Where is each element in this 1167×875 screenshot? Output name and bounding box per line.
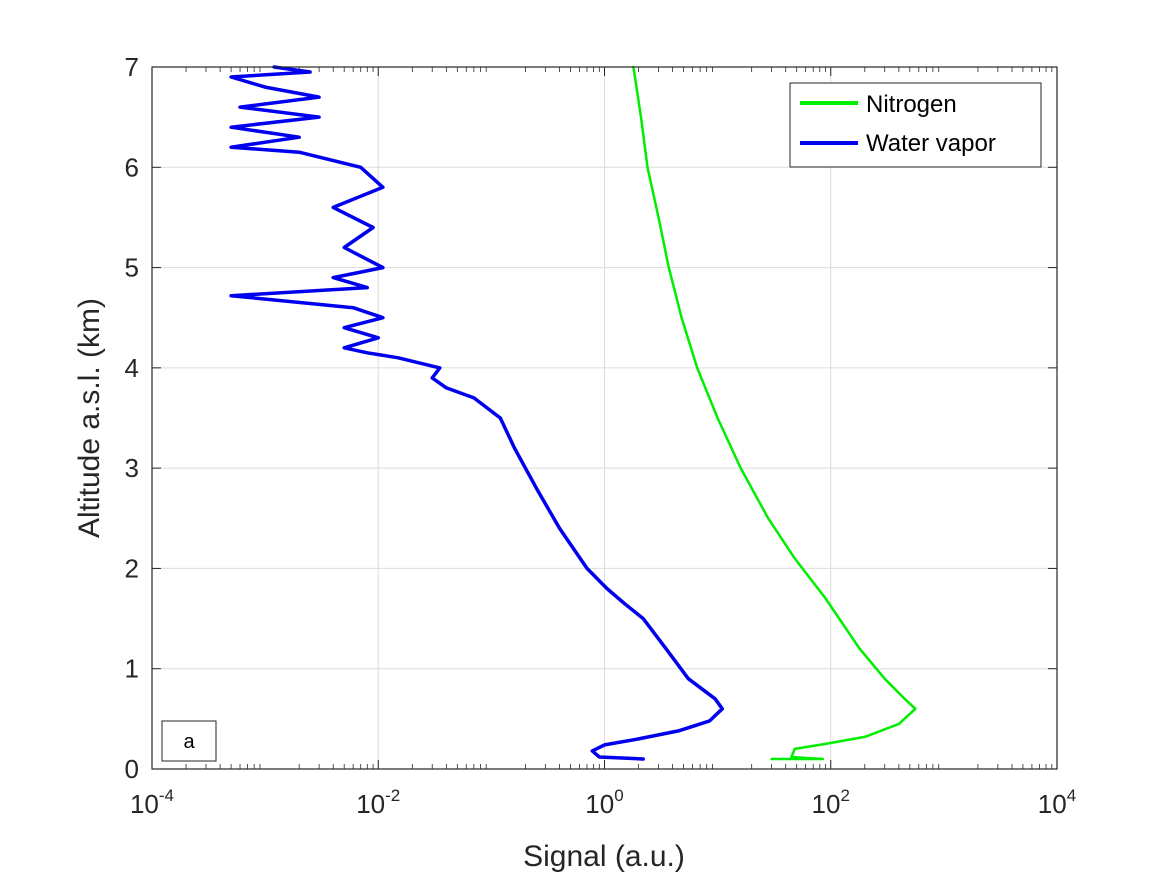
y-tick-label: 2 [125,553,139,583]
series-line-nitrogen [632,65,917,761]
x-axis-title: Signal (a.u.) [523,840,685,873]
legend: Nitrogen Water vapor [789,82,1042,168]
y-tick-label: 6 [125,152,139,182]
legend-label-nitrogen: Nitrogen [866,91,957,118]
legend-box [789,82,1042,168]
grid [152,67,1057,769]
y-tick-label: 7 [125,52,139,82]
x-tick-label: 102 [812,786,850,819]
y-tick-labels: 0 1 2 3 4 5 6 7 [125,52,139,784]
x-tick-labels: 10-4 10-2 100 102 104 [130,786,1076,819]
x-tick-label: 100 [585,786,623,819]
y-axis-title: Altitude a.s.l. (km) [73,298,106,538]
y-tick-label: 0 [125,754,139,784]
y-tick-label: 1 [125,654,139,684]
x-tick-label: 10-2 [356,786,400,819]
x-tick-label: 104 [1038,786,1076,819]
series-layer [229,65,917,761]
y-tick-label: 3 [125,453,139,483]
panel-label-box [161,720,217,762]
panel-label-text: a [183,731,195,753]
panel-label: a [161,720,217,762]
major-ticks [151,66,1058,770]
legend-label-water-vapor: Water vapor [866,130,996,157]
series-line-water-vapor [229,65,725,761]
x-tick-label: 10-4 [130,786,174,819]
minor-ticks [185,67,1053,769]
y-tick-label: 5 [125,253,139,283]
y-tick-label: 4 [125,353,139,383]
